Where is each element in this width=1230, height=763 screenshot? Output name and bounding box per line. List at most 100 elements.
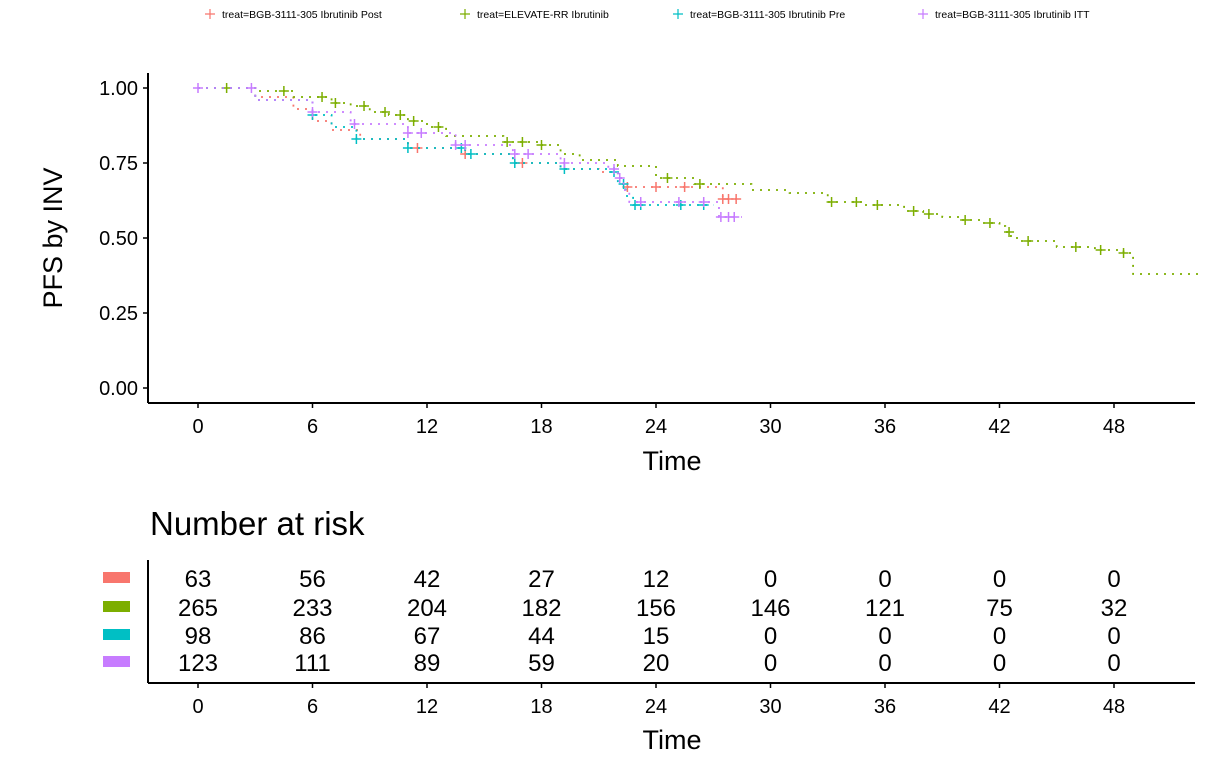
risk-count: 63 bbox=[185, 566, 212, 593]
censor-mark bbox=[851, 197, 862, 207]
censor-mark bbox=[433, 122, 444, 132]
x-tick-label: 0 bbox=[192, 416, 203, 438]
x-tick-label: 48 bbox=[1103, 416, 1125, 438]
risk-x-tick-label: 18 bbox=[530, 696, 552, 718]
risk-count: 0 bbox=[1107, 566, 1120, 593]
legend-key-2 bbox=[673, 9, 683, 19]
censor-mark bbox=[872, 200, 883, 210]
risk-count: 44 bbox=[528, 623, 555, 650]
censor-mark bbox=[402, 128, 413, 138]
risk-count: 0 bbox=[878, 566, 891, 593]
censor-mark bbox=[450, 140, 461, 150]
risk-table-x-title: Time bbox=[643, 725, 702, 755]
censor-mark bbox=[465, 149, 476, 159]
censor-mark bbox=[278, 86, 289, 96]
censor-mark bbox=[359, 101, 370, 111]
risk-count: 86 bbox=[299, 623, 326, 650]
censor-mark bbox=[395, 110, 406, 120]
legend: treat=BGB-3111-305 Ibrutinib Post treat=E… bbox=[205, 9, 1090, 21]
censor-mark bbox=[412, 143, 423, 153]
risk-count: 156 bbox=[636, 595, 676, 622]
risk-table-title: Number at risk bbox=[150, 505, 365, 542]
risk-x-tick-label: 36 bbox=[874, 696, 896, 718]
risk-count: 123 bbox=[178, 650, 218, 677]
risk-count: 0 bbox=[993, 566, 1006, 593]
censor-mark bbox=[509, 149, 520, 159]
risk-count: 233 bbox=[292, 595, 332, 622]
risk-count: 56 bbox=[299, 566, 326, 593]
censor-mark bbox=[960, 215, 971, 225]
censor-mark bbox=[307, 107, 318, 117]
risk-count: 0 bbox=[993, 623, 1006, 650]
censor-mark bbox=[1004, 227, 1015, 237]
y-tick-label: 0.50 bbox=[99, 228, 138, 250]
x-tick-label: 36 bbox=[874, 416, 896, 438]
censor-mark bbox=[984, 218, 995, 228]
censor-mark bbox=[193, 83, 203, 93]
censor-mark bbox=[1023, 236, 1034, 246]
risk-count: 0 bbox=[764, 566, 777, 593]
risk-row-color-key bbox=[103, 656, 130, 667]
risk-x-tick-label: 6 bbox=[307, 696, 318, 718]
risk-count: 146 bbox=[750, 595, 790, 622]
y-tick-label: 1.00 bbox=[99, 78, 138, 100]
risk-count: 121 bbox=[865, 595, 905, 622]
risk-count: 0 bbox=[1107, 623, 1120, 650]
risk-count: 0 bbox=[878, 623, 891, 650]
censor-mark bbox=[502, 137, 513, 147]
censor-mark bbox=[614, 173, 625, 183]
risk-count: 42 bbox=[414, 566, 441, 593]
risk-count: 0 bbox=[993, 650, 1006, 677]
y-tick-label: 0.75 bbox=[99, 153, 138, 175]
x-tick-label: 18 bbox=[530, 416, 552, 438]
km-curve-3 bbox=[198, 87, 742, 218]
risk-count: 204 bbox=[407, 595, 447, 622]
risk-x-tick-label: 48 bbox=[1103, 696, 1125, 718]
censor-mark bbox=[609, 164, 620, 174]
risk-count: 75 bbox=[986, 595, 1013, 622]
legend-label-1: treat=ELEVATE-RR Ibrutinib bbox=[477, 9, 609, 21]
y-tick-label: 0.00 bbox=[99, 378, 138, 400]
x-tick-label: 42 bbox=[988, 416, 1010, 438]
censor-mark bbox=[408, 116, 419, 126]
risk-x-tick-label: 12 bbox=[416, 696, 438, 718]
risk-count: 182 bbox=[521, 595, 561, 622]
censor-mark bbox=[662, 173, 673, 183]
risk-count: 265 bbox=[178, 595, 218, 622]
censor-mark bbox=[509, 158, 520, 168]
x-tick-label: 6 bbox=[307, 416, 318, 438]
risk-count: 0 bbox=[1107, 650, 1120, 677]
risk-x-tick-label: 0 bbox=[192, 696, 203, 718]
risk-count: 32 bbox=[1101, 595, 1128, 622]
censor-mark bbox=[923, 209, 934, 219]
censor-mark bbox=[351, 134, 362, 144]
risk-count: 0 bbox=[764, 650, 777, 677]
censor-mark bbox=[1070, 242, 1081, 252]
censor-mark bbox=[460, 140, 471, 150]
x-tick-label: 24 bbox=[645, 416, 667, 438]
legend-key-3 bbox=[918, 9, 928, 19]
legend-label-2: treat=BGB-3111-305 Ibrutinib Pre bbox=[690, 9, 845, 21]
risk-row-color-key bbox=[103, 629, 130, 640]
risk-x-tick-label: 30 bbox=[759, 696, 781, 718]
risk-count: 59 bbox=[528, 650, 555, 677]
km-curve-0 bbox=[198, 87, 742, 200]
risk-count: 111 bbox=[294, 650, 330, 677]
censor-mark bbox=[1095, 245, 1106, 255]
legend-key-0 bbox=[205, 9, 215, 19]
y-axis-title: PFS by INV bbox=[38, 167, 68, 308]
risk-count: 27 bbox=[528, 566, 555, 593]
risk-x-tick-label: 24 bbox=[645, 696, 667, 718]
censor-mark bbox=[246, 83, 257, 93]
censor-mark bbox=[402, 143, 413, 153]
x-axis-title: Time bbox=[643, 446, 702, 476]
legend-label-3: treat=BGB-3111-305 Ibrutinib ITT bbox=[935, 9, 1090, 21]
censor-mark bbox=[694, 179, 705, 189]
censor-mark bbox=[330, 98, 341, 108]
legend-key-1 bbox=[460, 9, 470, 19]
km-curve-1 bbox=[198, 87, 1200, 275]
censor-mark bbox=[523, 149, 534, 159]
